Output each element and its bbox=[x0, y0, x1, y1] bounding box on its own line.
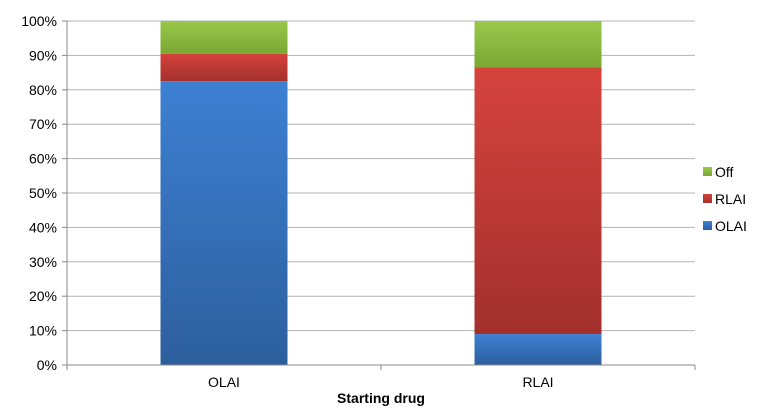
y-tick-label: 50% bbox=[29, 185, 57, 201]
x-tick-label: RLAI bbox=[522, 374, 553, 390]
y-tick-label: 40% bbox=[29, 219, 57, 235]
bars bbox=[160, 21, 602, 365]
y-tick-label: 80% bbox=[29, 82, 57, 98]
legend-swatch-olai bbox=[703, 221, 712, 230]
legend-swatch-rlai bbox=[703, 194, 712, 203]
y-tick-label: 90% bbox=[29, 47, 57, 63]
x-tick-label: OLAI bbox=[208, 374, 240, 390]
bar-segment-rlai-olai bbox=[474, 334, 602, 365]
legend-swatch-off bbox=[703, 167, 712, 176]
y-tick-label: 60% bbox=[29, 151, 57, 167]
legend-label-rlai: RLAI bbox=[715, 191, 746, 207]
y-tick-label: 30% bbox=[29, 254, 57, 270]
bar-segment-olai-olai bbox=[160, 81, 288, 365]
legend-label-olai: OLAI bbox=[715, 218, 747, 234]
y-tick-label: 20% bbox=[29, 288, 57, 304]
x-axis-title: Starting drug bbox=[337, 390, 425, 406]
x-tick-labels: OLAI RLAI bbox=[208, 374, 554, 390]
y-tick-labels: 0% 10% 20% 30% 40% 50% 60% 70% 80% 90% 100% bbox=[21, 13, 57, 373]
bar-segment-olai-off bbox=[160, 21, 288, 54]
bar-segment-olai-rlai bbox=[160, 53, 288, 82]
y-tick-label: 10% bbox=[29, 323, 57, 339]
y-tick-label: 100% bbox=[21, 13, 57, 29]
y-tick-label: 70% bbox=[29, 116, 57, 132]
legend: Off RLAI OLAI bbox=[703, 164, 747, 234]
y-tick-label: 0% bbox=[37, 357, 57, 373]
bar-segment-rlai-rlai bbox=[474, 67, 602, 335]
axes bbox=[66, 21, 696, 370]
legend-label-off: Off bbox=[715, 164, 734, 180]
bar-segment-rlai-off bbox=[474, 21, 602, 68]
